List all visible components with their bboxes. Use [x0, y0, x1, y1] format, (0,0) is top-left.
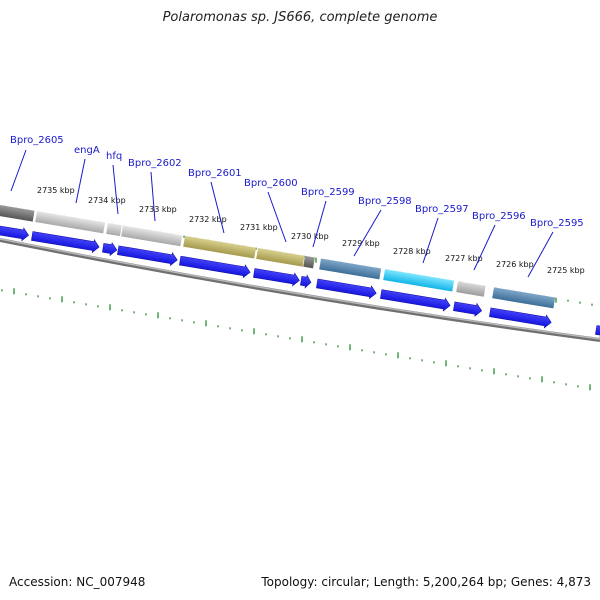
genome-backbone: [0, 238, 600, 342]
gene-leader-line: [422, 217, 439, 264]
kbp-label: 2728 kbp: [393, 247, 431, 256]
gene-arrow-5: [179, 255, 251, 279]
gene-leader-line: [112, 164, 119, 215]
gene-leader-line: [210, 181, 225, 234]
gene-label-bpro-2602[interactable]: Bpro_2602: [128, 158, 182, 169]
gene-leader-line: [10, 149, 27, 192]
gene-box-bpro-2605: [0, 205, 35, 222]
gene-arrow-3: [102, 241, 118, 257]
gene-label-bpro-2600[interactable]: Bpro_2600: [244, 178, 298, 189]
gene-label-hfq[interactable]: hfq: [106, 151, 122, 162]
gene-label-bpro-2595[interactable]: Bpro_2595: [530, 218, 584, 229]
gene-label-bpro-2596[interactable]: Bpro_2596: [472, 211, 526, 222]
gene-leader-line: [75, 158, 86, 204]
gene-arrow-4: [117, 245, 178, 267]
gene-box-bpro-2602: [121, 225, 183, 247]
gene-label-bpro-2597[interactable]: Bpro_2597: [415, 204, 469, 215]
gene-label-bpro-2599[interactable]: Bpro_2599: [301, 187, 355, 198]
kbp-label: 2730 kbp: [291, 232, 329, 241]
gene-label-bpro-2598[interactable]: Bpro_2598: [358, 196, 412, 207]
gene-arrow-12: [595, 323, 600, 338]
genome-summary: Topology: circular; Length: 5,200,264 bp…: [261, 575, 591, 589]
kbp-label: 2734 kbp: [88, 196, 126, 205]
gene-box-bpro-2598: [319, 258, 382, 280]
kbp-label: 2735 kbp: [37, 186, 75, 195]
gene-arrow-11: [489, 307, 552, 329]
kbp-label: 2732 kbp: [189, 215, 227, 224]
gene-box-enga: [35, 211, 106, 234]
kbp-label: 2726 kbp: [496, 260, 534, 269]
kbp-label: 2733 kbp: [139, 205, 177, 214]
gene-box-hfq: [106, 223, 122, 237]
gene-arrow-8: [316, 278, 377, 300]
accession-text: Accession: NC_007948: [9, 575, 146, 589]
gene-arrow-9: [380, 289, 451, 312]
gene-box-bpro-2595: [492, 287, 556, 309]
gene-box-bpro-2597: [383, 269, 455, 292]
gene-leader-line: [527, 231, 554, 278]
gene-arrow-6: [253, 268, 300, 287]
gene-leader-line: [312, 200, 327, 248]
gene-box-bpro-2601: [183, 235, 257, 259]
gene-leader-line: [473, 224, 496, 271]
kbp-label: 2725 kbp: [547, 266, 585, 275]
genome-backbone-highlight: [0, 238, 600, 340]
map-title: Polaromonas sp. JS666, complete genome: [162, 10, 438, 25]
gene-arrow-1: [0, 225, 29, 242]
gene-leader-line: [353, 209, 382, 257]
kbp-label: 2731 kbp: [240, 223, 278, 232]
gene-label-enga[interactable]: engA: [74, 145, 100, 156]
gene-box-bpro-2599: [303, 255, 315, 269]
gene-box-bpro-2596: [456, 281, 486, 297]
kbp-label: 2727 kbp: [445, 254, 483, 263]
gene-leader-line: [150, 171, 156, 222]
gene-arrow-2: [31, 231, 100, 254]
gene-leader-line: [267, 191, 287, 243]
gene-box-bpro-2600: [256, 247, 305, 267]
gene-label-bpro-2605[interactable]: Bpro_2605: [10, 135, 64, 146]
gene-label-bpro-2601[interactable]: Bpro_2601: [188, 168, 242, 179]
gene-arrow-7: [300, 274, 312, 289]
gene-arrow-10: [453, 301, 483, 317]
